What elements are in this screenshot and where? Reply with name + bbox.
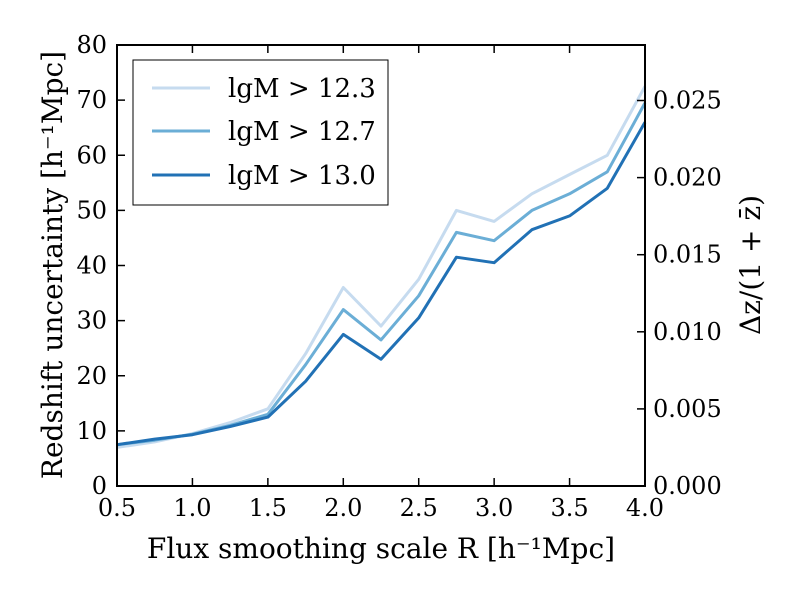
series-line-3 xyxy=(116,121,647,447)
right-y-tick-label: 0.015 xyxy=(653,241,722,269)
x-axis-label: Flux smoothing scale R [h⁻¹Mpc] xyxy=(147,532,615,565)
right-y-tick-label: 0.025 xyxy=(653,87,722,115)
x-tick-label: 3.0 xyxy=(475,494,513,522)
x-tick-label: 2.5 xyxy=(400,494,438,522)
y-tick-label: 70 xyxy=(76,86,107,114)
right-y-axis-label: Δz/(1 + z̄) xyxy=(734,195,767,335)
right-y-tick-label: 0.010 xyxy=(653,318,722,346)
y-axis-ticks: 0 10 20 30 40 50 60 70 80 xyxy=(76,31,125,500)
y-tick-label: 40 xyxy=(76,252,107,280)
x-axis-ticks: 0.5 1.0 1.5 2.0 2.5 3.0 3.5 4.0 xyxy=(98,45,664,522)
right-y-tick-label: 0.005 xyxy=(653,395,722,423)
y-tick-label: 50 xyxy=(76,196,107,224)
plot-area xyxy=(116,85,647,449)
y-tick-label: 10 xyxy=(76,417,107,445)
y-tick-label: 0 xyxy=(92,472,107,500)
right-y-axis-ticks: 0.000 0.005 0.010 0.015 0.020 0.025 xyxy=(637,87,722,500)
x-tick-label: 3.5 xyxy=(550,494,588,522)
x-tick-label: 1.5 xyxy=(249,494,287,522)
y-tick-label: 60 xyxy=(76,141,107,169)
y-tick-label: 20 xyxy=(76,362,107,390)
y-tick-label: 80 xyxy=(76,31,107,59)
legend-label-13-0: lgM > 13.0 xyxy=(228,161,376,191)
x-tick-label: 0.5 xyxy=(98,494,136,522)
y-tick-label: 30 xyxy=(76,307,107,335)
x-tick-label: 2.0 xyxy=(324,494,362,522)
right-y-tick-label: 0.000 xyxy=(653,472,722,500)
legend: lgM > 12.3 lgM > 12.7 lgM > 13.0 xyxy=(132,59,389,206)
legend-label-12-3: lgM > 12.3 xyxy=(228,74,376,104)
y-axis-label: Redshift uncertainty [h⁻¹Mpc] xyxy=(36,51,69,479)
x-tick-label: 1.0 xyxy=(173,494,211,522)
legend-label-12-7: lgM > 12.7 xyxy=(228,117,376,147)
right-y-tick-label: 0.020 xyxy=(653,164,722,192)
x-tick-label: 4.0 xyxy=(626,494,664,522)
